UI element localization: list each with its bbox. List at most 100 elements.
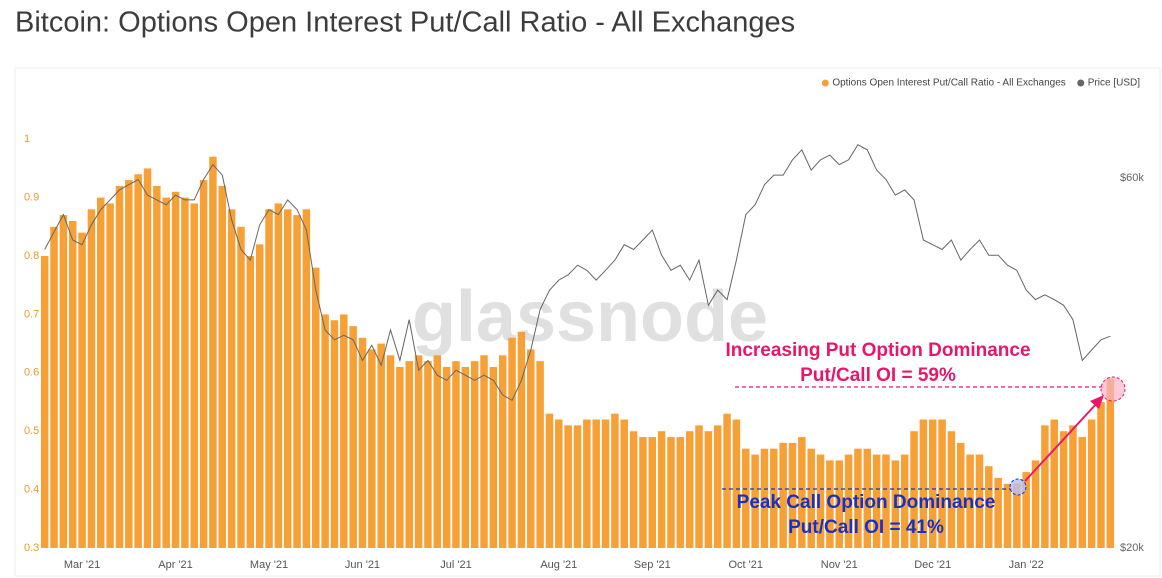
bar [452, 361, 460, 548]
x-tick-label: Jan '22 [1009, 559, 1044, 571]
bar [134, 174, 142, 548]
y-tick-label: 0.9 [24, 192, 39, 204]
x-tick-label: Aug '21 [540, 559, 577, 571]
bar [283, 209, 292, 549]
call-circle [1009, 478, 1027, 496]
bar [601, 419, 610, 548]
bar [340, 314, 348, 548]
bar [760, 448, 769, 548]
y-tick-label: 0.4 [24, 484, 39, 496]
bar [807, 448, 815, 548]
x-tick-label: Jul '21 [440, 559, 471, 571]
chart-frame [14, 67, 1161, 577]
bar [40, 256, 49, 548]
bar [629, 431, 638, 548]
annotation: Increasing Put Option Dominance [725, 340, 1030, 361]
bar [966, 454, 974, 548]
bar [162, 197, 170, 548]
bar [442, 366, 451, 548]
bar [835, 460, 843, 548]
bar [508, 337, 516, 548]
bar [648, 437, 657, 548]
bar [1069, 425, 1077, 548]
bar [274, 203, 283, 548]
bar [199, 180, 208, 548]
legend-label: Price [USD] [1088, 78, 1140, 89]
bar [657, 431, 666, 548]
bar [957, 442, 965, 548]
bar [405, 361, 413, 548]
bar [667, 437, 675, 548]
bar [583, 419, 591, 548]
bar [461, 366, 470, 548]
legend-label: Options Open Interest Put/Call Ratio - A… [832, 78, 1065, 89]
bar [555, 419, 563, 548]
bar [377, 343, 385, 548]
bar [1078, 437, 1087, 548]
bar [87, 209, 96, 549]
x-tick-label: Oct '21 [729, 559, 764, 571]
bar [798, 437, 806, 548]
y-tick-label: 0.7 [24, 308, 39, 320]
bar [994, 477, 1002, 548]
bar [358, 337, 367, 548]
bar [115, 185, 124, 548]
x-tick-label: Mar '21 [64, 559, 100, 571]
bar [181, 197, 189, 548]
price-line [44, 144, 1111, 402]
bar [330, 320, 339, 548]
bar [368, 349, 376, 548]
arrow-head [1090, 395, 1104, 409]
legend-swatch [821, 79, 829, 87]
bar [396, 366, 404, 548]
bar [639, 437, 647, 548]
bar [732, 419, 741, 548]
bar [321, 314, 329, 548]
bar [1031, 460, 1040, 548]
x-tick-label: Dec '21 [914, 559, 951, 571]
plot-area [40, 144, 1115, 549]
bar [592, 419, 600, 548]
bar [106, 203, 114, 548]
bar [386, 355, 395, 548]
y-tick-label: 1 [24, 133, 30, 145]
bar [97, 197, 105, 548]
bar [564, 425, 572, 548]
y-tick-label: 0.3 [24, 542, 39, 554]
bar [863, 448, 872, 548]
bar [349, 326, 357, 548]
bar [985, 466, 993, 548]
bar [1059, 431, 1068, 548]
bar [424, 361, 432, 548]
bar [882, 454, 890, 548]
annotation: Put/Call OI = 59% [800, 365, 956, 386]
bar [900, 454, 909, 548]
bar [536, 361, 544, 548]
y-tick-label: 0.6 [24, 367, 39, 379]
bar [573, 425, 582, 548]
bar [919, 419, 928, 548]
bar [938, 419, 946, 548]
bar [695, 425, 703, 548]
bar [611, 413, 619, 548]
bar [527, 349, 535, 548]
bar [143, 168, 152, 548]
x-tick-label: Sep '21 [634, 559, 671, 571]
annotation-marks [722, 376, 1126, 496]
bar [891, 460, 900, 548]
bar [517, 331, 526, 548]
bar [844, 454, 853, 548]
bar [470, 361, 479, 548]
bar [312, 267, 320, 548]
bar [171, 191, 180, 548]
arrow-shaft [1024, 401, 1099, 482]
y-tick-label: 0.8 [24, 250, 39, 262]
bar [1041, 425, 1049, 548]
bar [620, 419, 628, 548]
legend-swatch [1077, 79, 1085, 87]
watermark: glassnode [412, 277, 768, 357]
bar [975, 454, 984, 548]
bar [685, 431, 694, 548]
bar [255, 244, 264, 549]
bar [545, 413, 554, 548]
